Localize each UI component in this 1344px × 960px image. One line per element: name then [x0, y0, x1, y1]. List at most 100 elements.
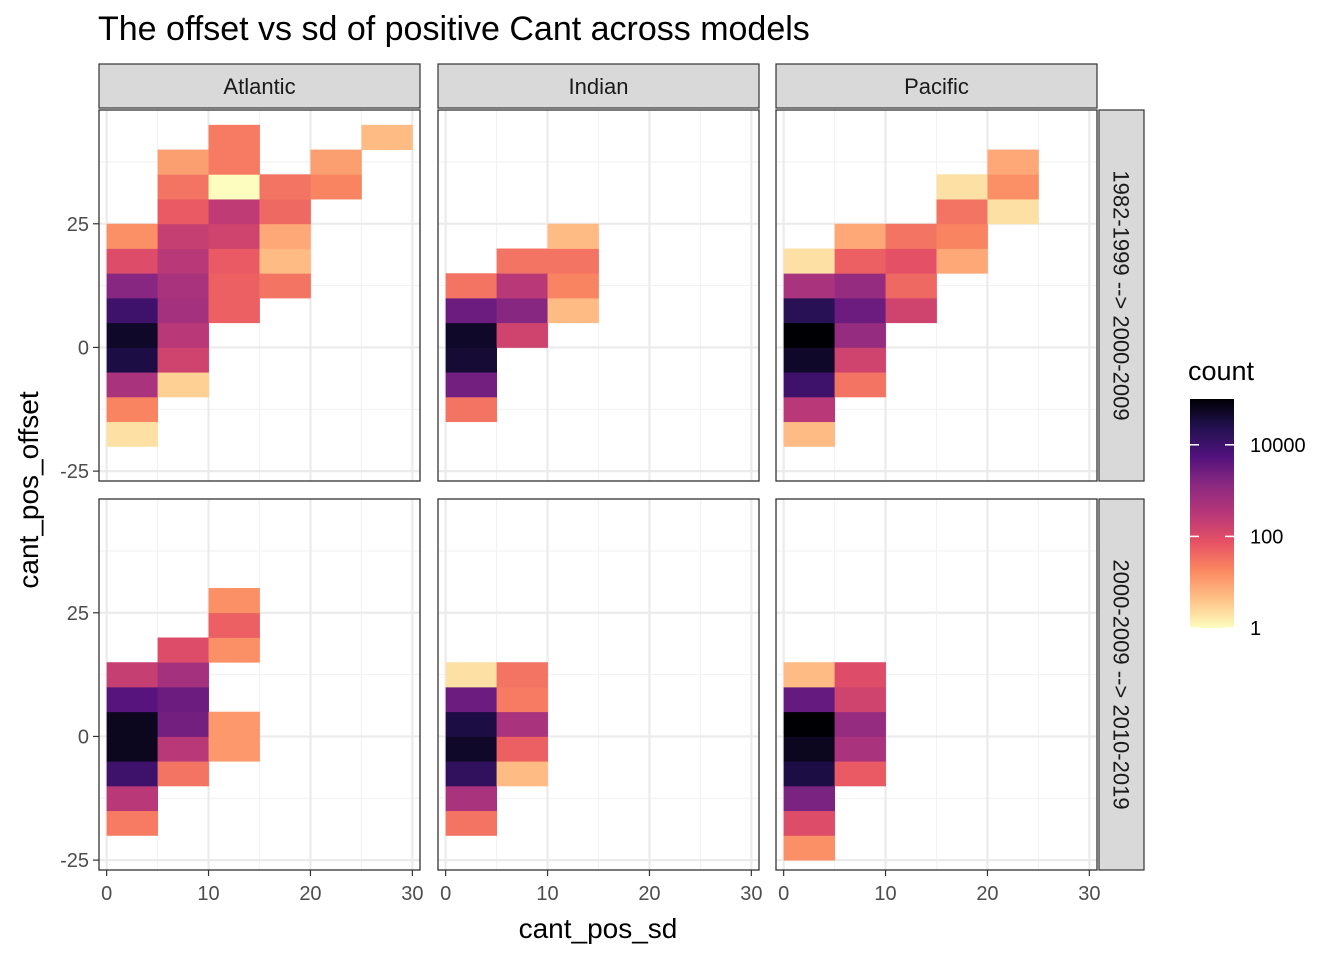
strip-background: [98, 63, 421, 109]
heat-cell: [445, 736, 497, 762]
panel-pacific-row1: [775, 109, 1098, 482]
heat-cell: [157, 297, 209, 324]
heat-cell: [834, 297, 886, 324]
heat-cell: [157, 736, 209, 762]
heat-cell: [783, 322, 835, 348]
heat-cell: [208, 199, 260, 225]
x-tick-label: 30: [401, 883, 423, 905]
heat-cell: [496, 711, 548, 737]
heat-cell: [783, 835, 835, 861]
heat-cell: [936, 223, 988, 249]
heat-cell: [361, 124, 413, 150]
row-strip-1: 1982-1999 --> 2000-2009: [1098, 109, 1145, 482]
heat-cell: [834, 347, 886, 373]
heat-cell: [885, 297, 937, 324]
panel-border: [98, 109, 421, 482]
heat-cell: [987, 199, 1039, 225]
heat-cell: [936, 199, 988, 225]
strip-label: Pacific: [904, 74, 969, 99]
heat-cell: [783, 785, 835, 812]
x-tick-label: 30: [1078, 883, 1100, 905]
heat-cell: [783, 686, 835, 713]
heat-cell: [783, 248, 835, 274]
heat-cell: [547, 223, 599, 249]
heat-cell: [157, 248, 209, 274]
heat-cell: [208, 612, 260, 638]
heat-cell: [208, 248, 260, 274]
strip-atlantic: Atlantic: [98, 63, 421, 109]
heat-cell: [445, 273, 497, 299]
heat-cell: [106, 372, 158, 398]
heat-cell: [310, 174, 362, 200]
panel-atlantic-row2: -25 0 25 0 10 20 30: [60, 498, 423, 905]
heat-cell: [445, 810, 497, 836]
strip-pacific: Pacific: [775, 63, 1098, 109]
heat-cell: [310, 149, 362, 175]
row-strip-background: [1098, 498, 1145, 871]
heat-cell: [496, 736, 548, 762]
heat-cell: [834, 711, 886, 737]
heat-cell: [783, 711, 835, 737]
heat-cell: [157, 637, 209, 663]
heat-cell: [259, 223, 311, 249]
panel-atlantic-row1: -25 0 25: [60, 109, 421, 483]
heat-cell: [783, 347, 835, 373]
y-tick-label: -25: [60, 850, 89, 872]
legend-label: 100: [1250, 526, 1283, 548]
heat-cell: [157, 686, 209, 713]
heat-cell: [157, 199, 209, 225]
heat-cell: [885, 223, 937, 249]
legend-label: 1: [1250, 618, 1261, 640]
heat-cell: [834, 223, 886, 249]
heat-cell: [208, 149, 260, 175]
heat-cell: [157, 174, 209, 200]
heat-cell: [783, 273, 835, 299]
strip-background: [437, 63, 760, 109]
heat-cell: [987, 174, 1039, 200]
heat-cell: [157, 372, 209, 398]
heat-cell: [106, 248, 158, 274]
panel-indian-row2: 0 10 20 30: [437, 498, 762, 905]
heat-cell: [783, 662, 835, 688]
heat-cell: [496, 686, 548, 713]
heat-cell: [106, 396, 158, 423]
heat-cell: [547, 248, 599, 274]
heat-cell: [157, 322, 209, 348]
heat-cell: [208, 297, 260, 324]
y-tick-label: 0: [78, 726, 89, 748]
heat-cell: [783, 396, 835, 423]
heat-cell: [106, 810, 158, 836]
heat-cell: [208, 124, 260, 150]
heat-cell: [208, 637, 260, 663]
x-tick-label: 20: [299, 883, 321, 905]
x-tick-label: 0: [440, 883, 451, 905]
legend-ticks: 1 100 10000: [1190, 435, 1306, 640]
x-tick-label: 30: [740, 883, 762, 905]
strip-label: Atlantic: [223, 74, 295, 99]
heat-cell: [445, 785, 497, 812]
heat-cell: [106, 322, 158, 348]
heat-cell: [157, 223, 209, 249]
heat-cell: [834, 662, 886, 688]
panel-indian-row1: [437, 109, 760, 482]
heat-cell: [834, 372, 886, 398]
x-tick-label: 0: [101, 883, 112, 905]
heat-cell: [208, 223, 260, 249]
heat-cell: [157, 347, 209, 373]
heat-cell: [157, 662, 209, 688]
panel-border: [775, 109, 1098, 482]
heat-cell: [445, 347, 497, 373]
heat-cell: [259, 199, 311, 225]
heat-cell: [157, 711, 209, 737]
heat-cell: [259, 248, 311, 274]
heat-cell: [987, 149, 1039, 175]
heat-cell: [445, 761, 497, 787]
panel-border: [437, 109, 760, 482]
heat-cell: [445, 396, 497, 423]
y-axis-title: cant_pos_offset: [13, 391, 44, 588]
panel-border: [437, 498, 760, 871]
heat-cell: [496, 662, 548, 688]
heat-cell: [834, 761, 886, 787]
panel-pacific-row2: 0 10 20 30: [775, 498, 1100, 905]
